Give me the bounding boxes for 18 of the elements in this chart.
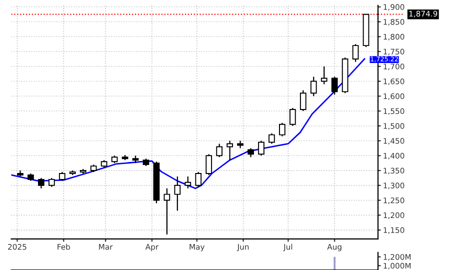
line-series	[11, 58, 366, 190]
candlestick	[289, 107, 296, 126]
candlestick	[320, 66, 328, 85]
candlestick	[164, 188, 170, 236]
candlestick	[310, 76, 317, 97]
candlestick	[268, 132, 275, 144]
candlestick	[216, 143, 223, 158]
candlestick	[352, 44, 359, 62]
candlestick	[258, 140, 264, 156]
candlestick	[38, 177, 44, 189]
candlestick	[184, 176, 192, 189]
candlestick	[331, 76, 338, 96]
candlestick	[300, 90, 306, 112]
candlestick	[279, 122, 286, 137]
candlestick	[226, 140, 233, 161]
candlestick	[174, 176, 181, 212]
candlestick	[195, 171, 202, 188]
candlestick	[206, 154, 212, 176]
